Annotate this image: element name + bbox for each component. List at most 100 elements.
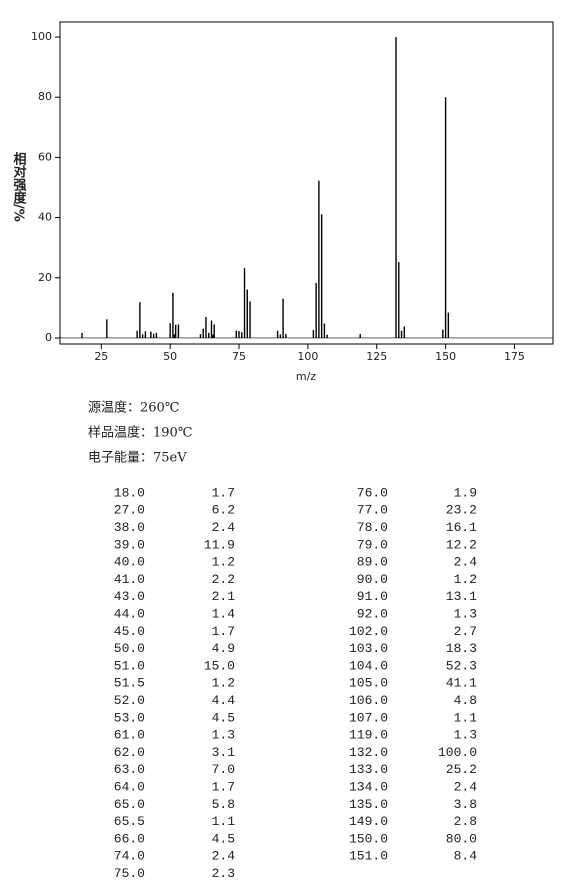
- table-mz: 74.0: [114, 849, 145, 864]
- table-mz: 75.0: [114, 866, 145, 881]
- table-intensity: 18.3: [446, 641, 477, 656]
- table-mz: 64.0: [114, 780, 145, 795]
- condition: 电子能量：75eV: [88, 451, 187, 466]
- table-intensity: 3.8: [454, 797, 477, 812]
- table-mz: 50.0: [114, 641, 145, 656]
- table-mz: 132.0: [349, 745, 388, 760]
- table-mz: 92.0: [357, 607, 388, 622]
- table-mz: 89.0: [357, 555, 388, 570]
- table-intensity: 13.1: [446, 589, 477, 604]
- table-mz: 91.0: [357, 589, 388, 604]
- table-mz: 77.0: [357, 503, 388, 518]
- condition: 源温度：260℃: [88, 400, 179, 416]
- table-intensity: 2.4: [212, 520, 236, 535]
- table-intensity: 1.4: [212, 607, 236, 622]
- condition: 样品温度：190℃: [88, 425, 192, 441]
- table-mz: 65.0: [114, 797, 145, 812]
- y-tick-label: 60: [38, 150, 52, 163]
- table-mz: 105.0: [349, 676, 388, 691]
- table-intensity: 15.0: [204, 658, 235, 673]
- x-tick-label: 150: [435, 350, 456, 363]
- table-intensity: 1.2: [212, 676, 235, 691]
- table-intensity: 4.4: [212, 693, 236, 708]
- table-intensity: 25.2: [446, 762, 477, 777]
- table-mz: 149.0: [349, 814, 388, 829]
- table-intensity: 5.8: [212, 797, 235, 812]
- table-mz: 51.5: [114, 676, 145, 691]
- table-mz: 150.0: [349, 831, 388, 846]
- table-mz: 66.0: [114, 831, 145, 846]
- y-tick-label: 100: [31, 30, 52, 43]
- table-intensity: 1.1: [212, 814, 236, 829]
- table-intensity: 23.2: [446, 503, 477, 518]
- table-mz: 45.0: [114, 624, 145, 639]
- x-axis-label: m/z: [296, 370, 316, 383]
- table-intensity: 1.2: [212, 555, 235, 570]
- table-intensity: 1.3: [454, 728, 477, 743]
- table-mz: 104.0: [349, 658, 388, 673]
- table-mz: 18.0: [114, 485, 145, 500]
- table-mz: 41.0: [114, 572, 145, 587]
- table-intensity: 1.9: [454, 485, 477, 500]
- table-mz: 65.5: [114, 814, 145, 829]
- x-tick-label: 75: [232, 350, 246, 363]
- y-axis-label: 相对强度/%: [11, 151, 27, 221]
- table-mz: 27.0: [114, 503, 145, 518]
- table-mz: 76.0: [357, 485, 388, 500]
- y-tick-label: 40: [38, 211, 52, 224]
- table-mz: 53.0: [114, 710, 145, 725]
- table-intensity: 12.2: [446, 537, 477, 552]
- x-tick-label: 100: [297, 350, 318, 363]
- table-intensity: 6.2: [212, 503, 235, 518]
- y-tick-label: 0: [45, 331, 52, 344]
- table-intensity: 2.1: [212, 589, 236, 604]
- table-intensity: 1.7: [212, 485, 235, 500]
- table-mz: 135.0: [349, 797, 388, 812]
- table-mz: 78.0: [357, 520, 388, 535]
- table-intensity: 16.1: [446, 520, 477, 535]
- table-intensity: 2.4: [212, 849, 236, 864]
- table-intensity: 7.0: [212, 762, 235, 777]
- table-mz: 51.0: [114, 658, 145, 673]
- table-mz: 39.0: [114, 537, 145, 552]
- table-mz: 63.0: [114, 762, 145, 777]
- table-mz: 106.0: [349, 693, 388, 708]
- table-mz: 43.0: [114, 589, 145, 604]
- table-intensity: 4.9: [212, 641, 235, 656]
- table-mz: 62.0: [114, 745, 145, 760]
- table-intensity: 1.1: [454, 710, 478, 725]
- table-mz: 90.0: [357, 572, 388, 587]
- table-mz: 79.0: [357, 537, 388, 552]
- table-mz: 44.0: [114, 607, 145, 622]
- table-intensity: 80.0: [446, 831, 477, 846]
- table-intensity: 4.5: [212, 710, 235, 725]
- x-tick-label: 125: [366, 350, 387, 363]
- table-intensity: 2.2: [212, 572, 235, 587]
- table-intensity: 2.7: [454, 624, 477, 639]
- table-intensity: 2.8: [454, 814, 477, 829]
- table-intensity: 52.3: [446, 658, 477, 673]
- y-tick-label: 80: [38, 90, 52, 103]
- table-intensity: 2.4: [454, 780, 478, 795]
- table-mz: 107.0: [349, 710, 388, 725]
- table-intensity: 1.3: [454, 607, 477, 622]
- table-mz: 103.0: [349, 641, 388, 656]
- table-intensity: 41.1: [446, 676, 477, 691]
- table-mz: 102.0: [349, 624, 388, 639]
- table-mz: 61.0: [114, 728, 145, 743]
- table-mz: 38.0: [114, 520, 145, 535]
- table-intensity: 1.7: [212, 624, 235, 639]
- table-mz: 134.0: [349, 780, 388, 795]
- x-tick-label: 50: [163, 350, 177, 363]
- plot-frame: [59, 21, 554, 345]
- table-intensity: 2.3: [212, 866, 235, 881]
- table-intensity: 2.4: [454, 555, 478, 570]
- table-intensity: 100.0: [438, 745, 477, 760]
- table-intensity: 1.3: [212, 728, 235, 743]
- x-tick-label: 175: [504, 350, 525, 363]
- table-mz: 52.0: [114, 693, 145, 708]
- table-intensity: 3.1: [212, 745, 236, 760]
- y-tick-label: 20: [38, 271, 52, 284]
- table-intensity: 11.9: [204, 537, 235, 552]
